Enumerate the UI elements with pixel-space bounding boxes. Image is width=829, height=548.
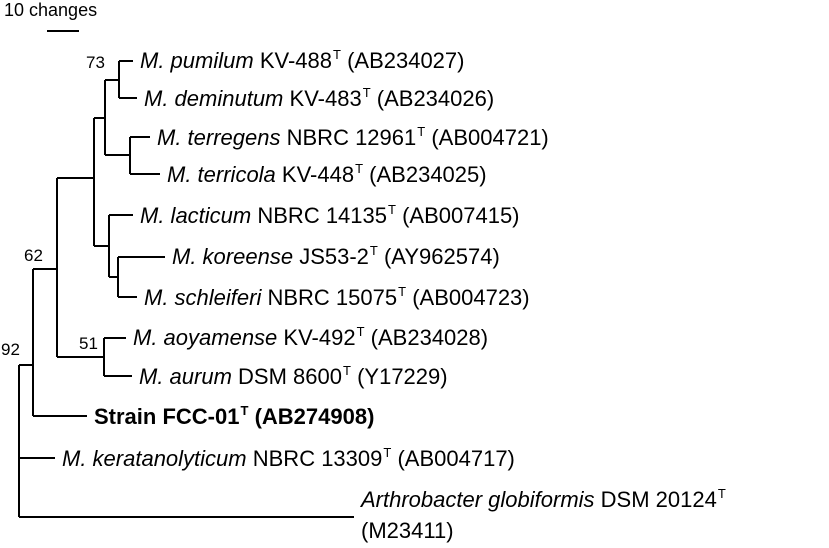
taxon-label-pumilum: M. pumilum KV-488T (AB234027) [140, 47, 465, 76]
type-strain-mark: T [356, 324, 365, 339]
type-strain-mark: T [717, 486, 726, 501]
accession-number: (AB274908) [254, 404, 375, 429]
bootstrap-value: 92 [1, 340, 20, 359]
bootstrap-value: 62 [24, 246, 43, 265]
accession-number: (AY962574) [383, 244, 500, 269]
taxon-name: M. aurum [139, 364, 232, 389]
taxon-name: M. aoyamense [133, 325, 278, 350]
taxon-label-deminutum: M. deminutum KV-483T (AB234026) [144, 85, 495, 114]
taxon-label-aoyamense: M. aoyamense KV-492T (AB234028) [133, 324, 489, 353]
accession-number: (Y17229) [357, 364, 448, 389]
accession-number: (AB234026) [376, 86, 495, 111]
taxon-name: M. schleiferi [144, 285, 262, 310]
type-strain-mark: T [362, 85, 371, 100]
strain-designation: DSM 20124 [600, 487, 717, 512]
accession-number: (AB234027) [347, 48, 465, 73]
bootstrap-value: 73 [86, 53, 105, 72]
taxon-label-lacticum: M. lacticum NBRC 14135T (AB007415) [140, 202, 520, 231]
taxon-name: Strain FCC-01 [94, 404, 240, 429]
strain-designation: DSM 8600 [238, 364, 342, 389]
type-strain-mark: T [388, 202, 396, 217]
taxon-name: M. terricola [167, 162, 276, 187]
scale-bar-label: 10 changes [4, 0, 98, 20]
strain-designation: JS53-2 [299, 244, 369, 269]
taxon-name: M. terregens [157, 125, 281, 150]
strain-designation: KV-492 [283, 325, 356, 350]
taxon-label-aurum: M. aurum DSM 8600T (Y17229) [139, 363, 448, 392]
strain-designation: KV-483 [289, 86, 362, 111]
strain-designation: KV-448 [281, 162, 355, 187]
taxon-label-schleiferi: M. schleiferi NBRC 15075T (AB004723) [144, 284, 530, 313]
taxon-name: Arthrobacter globiformis [361, 487, 595, 512]
taxon-name: M. deminutum [144, 86, 284, 111]
taxon-name: M. pumilum [140, 48, 254, 73]
accession-number: (M23411) [361, 518, 454, 543]
taxon-label-fcc01: Strain FCC-01T (AB274908) [94, 403, 375, 432]
taxon-name: M. lacticum [140, 203, 252, 228]
type-strain-mark: T [343, 363, 351, 378]
taxon-label-terregens: M. terregens NBRC 12961T (AB004721) [157, 124, 549, 153]
taxon-label-terricola: M. terricola KV-448T (AB234025) [167, 161, 487, 190]
type-strain-mark: T [417, 124, 426, 139]
type-strain-mark: T [332, 47, 341, 62]
strain-designation: NBRC 14135 [257, 203, 388, 228]
bootstrap-value: 51 [79, 334, 98, 353]
type-strain-mark: T [383, 445, 392, 460]
accession-number: (AB004717) [397, 446, 515, 471]
accession-number: (AB004723) [412, 285, 530, 310]
accession-number: (AB234025) [369, 162, 487, 187]
taxon-name: M. keratanolyticum [62, 446, 247, 471]
type-strain-mark: T [369, 243, 378, 258]
type-strain-mark: T [398, 284, 407, 299]
taxon-label-globiformis: Arthrobacter globiformis DSM 20124T [361, 486, 726, 515]
strain-designation: NBRC 13309 [252, 446, 383, 471]
strain-designation: NBRC 12961 [286, 125, 417, 150]
type-strain-mark: T [355, 161, 364, 176]
type-strain-mark: T [240, 403, 249, 418]
taxon-label-koreense: M. koreense JS53-2T (AY962574) [172, 243, 500, 272]
taxon-label-keratanolyticum: M. keratanolyticum NBRC 13309T (AB004717… [62, 445, 515, 474]
strain-designation: NBRC 15075 [267, 285, 398, 310]
accession-number: (AB007415) [402, 203, 520, 228]
accession-number: (AB234028) [370, 325, 489, 350]
taxon-name: M. koreense [172, 244, 294, 269]
strain-designation: KV-488 [259, 48, 332, 73]
accession-number: (AB004721) [431, 125, 549, 150]
